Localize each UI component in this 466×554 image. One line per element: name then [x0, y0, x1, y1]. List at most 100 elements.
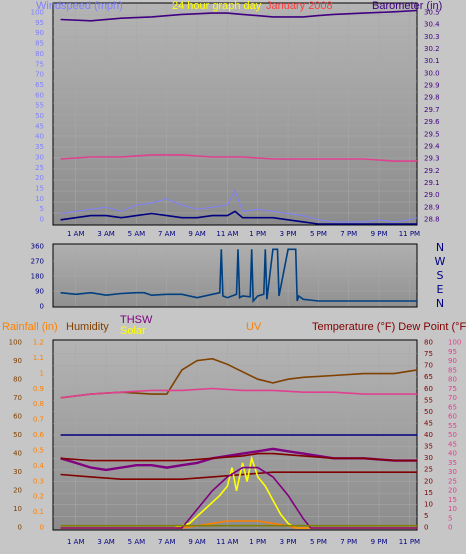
temperature-plot-series: [60, 357, 418, 529]
y-tick-label: 30: [448, 468, 457, 476]
y-tick-label: 70: [424, 362, 433, 370]
y-tick-label: 25: [424, 466, 433, 474]
y-tick-label: 30: [35, 153, 44, 161]
y-tick-label: 270: [31, 258, 44, 266]
y-tick-label: 35: [35, 143, 44, 151]
series-line: [60, 455, 417, 529]
y-tick-label: 10: [424, 500, 433, 508]
y-tick-label: 80: [448, 376, 457, 384]
y-tick-label: 0.6: [33, 431, 45, 439]
y-tick-label: 50: [448, 431, 457, 439]
x-tick-label: 9 AM: [188, 230, 206, 238]
x-tick-label: 3 PM: [280, 538, 297, 546]
y-tick-label: 20: [424, 477, 433, 485]
y-tick-label: 40: [35, 133, 44, 141]
y-tick-label: 1: [40, 369, 44, 377]
x-tick-label: 5 AM: [128, 538, 146, 546]
y-tick-label: 0: [424, 524, 428, 532]
y-tick-label: 60: [13, 413, 22, 421]
series-line: [60, 154, 417, 162]
windspeed-axis: 1009590858075706560555045403530252015105…: [31, 9, 44, 224]
y-tick-label: 360: [31, 243, 44, 251]
series-line: [60, 248, 417, 303]
y-tick-label: 0.3: [33, 477, 44, 485]
y-tick-label: 95: [448, 348, 457, 356]
y-tick-label: 45: [448, 440, 457, 448]
y-tick-label: 29.1: [424, 179, 440, 187]
y-tick-label: 100: [448, 339, 461, 347]
y-tick-label: 30.4: [424, 21, 440, 29]
series-line: [60, 357, 418, 399]
y-tick-label: 90: [448, 357, 457, 365]
y-tick-label: 29.4: [424, 142, 440, 150]
y-tick-label: 0: [40, 303, 44, 311]
graph-title: 24 hour graph day: [172, 0, 262, 12]
y-tick-label: 20: [35, 174, 44, 182]
compass-label: N: [436, 297, 444, 310]
y-tick-label: 80: [424, 339, 433, 347]
y-tick-label: 0.2: [33, 493, 44, 501]
direction-plot-area: [52, 243, 418, 308]
y-tick-label: 90: [13, 357, 22, 365]
y-tick-label: 65: [35, 81, 44, 89]
y-tick-label: 29.2: [424, 167, 440, 175]
y-tick-label: 85: [448, 366, 457, 374]
x-tick-label: 1 AM: [67, 538, 85, 546]
x-tick-label: 7 AM: [158, 230, 176, 238]
y-tick-label: 30.1: [424, 57, 440, 65]
x-tick-label: 3 AM: [97, 538, 115, 546]
y-tick-label: 30: [424, 454, 433, 462]
y-tick-label: 50: [424, 408, 433, 416]
temperature-x-axis: 1 AM 3 AM 5 AM 7 AM 9 AM 11 AM 1 PM 3 PM 5 PM 7 P…: [67, 538, 420, 546]
y-tick-label: 29.8: [424, 94, 440, 102]
y-tick-label: 30.5: [424, 9, 440, 17]
y-tick-label: 0: [448, 524, 452, 532]
series-line: [60, 210, 417, 225]
y-tick-label: 45: [424, 419, 433, 427]
y-tick-label: 180: [31, 273, 44, 281]
compass-label: E: [437, 283, 444, 296]
compass-label: S: [437, 269, 444, 282]
y-tick-label: 0.8: [33, 400, 44, 408]
y-tick-label: 29.6: [424, 118, 440, 126]
y-tick-label: 80: [35, 50, 44, 58]
x-tick-label: 1 AM: [67, 230, 85, 238]
y-tick-label: 70: [448, 394, 457, 402]
y-tick-label: 10: [13, 505, 22, 513]
y-tick-label: 10: [35, 195, 44, 203]
y-tick-label: 65: [448, 403, 457, 411]
wind-plot-series: [60, 9, 418, 225]
dewpoint-axis: 1009590858075706560555045403530252015105…: [448, 339, 461, 532]
y-tick-label: 50: [13, 431, 22, 439]
barometer-axis: 30.5 30.4 30.3 30.2 30.1 30.0 29.9 29.8 29.7 29.6…: [424, 9, 440, 224]
x-tick-label: 5 AM: [128, 230, 146, 238]
x-tick-label: 7 PM: [340, 538, 357, 546]
uv-label: UV: [246, 321, 262, 333]
graph-date: January 2008: [266, 0, 333, 12]
series-line: [60, 471, 417, 480]
compass-label: W: [435, 255, 446, 268]
x-tick-label: 5 PM: [310, 230, 327, 238]
y-tick-label: 60: [424, 385, 433, 393]
y-tick-label: 0.7: [33, 416, 44, 424]
direction-plot-series: [60, 248, 417, 303]
direction-axis: 360 270 180 90 0: [31, 243, 44, 311]
series-line: [60, 452, 417, 462]
x-tick-label: 5 PM: [310, 538, 327, 546]
y-tick-label: 90: [35, 29, 44, 37]
y-tick-label: 70: [13, 394, 22, 402]
x-tick-label: 7 PM: [340, 230, 357, 238]
x-tick-label: 7 AM: [158, 538, 176, 546]
y-tick-label: 5: [40, 205, 44, 213]
y-tick-label: 0.1: [33, 508, 44, 516]
wind-x-axis: 1 AM 3 AM 5 AM 7 AM 9 AM 11 AM 1 PM 3 PM 5 PM 7 P…: [67, 230, 420, 238]
x-tick-label: 11 PM: [399, 538, 420, 546]
y-tick-label: 40: [424, 431, 433, 439]
y-tick-label: 10: [448, 505, 457, 513]
y-tick-label: 0: [40, 216, 44, 224]
y-tick-label: 15: [448, 496, 457, 504]
